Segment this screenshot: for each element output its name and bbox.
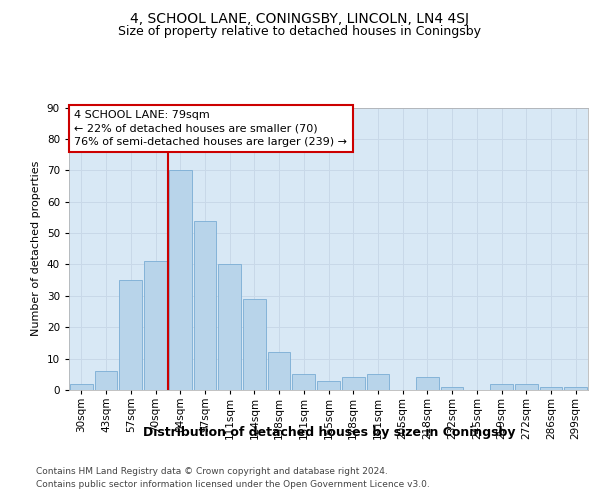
Bar [292,374,315,390]
Bar [268,352,290,390]
Bar [70,384,93,390]
Bar [416,378,439,390]
Text: Size of property relative to detached houses in Coningsby: Size of property relative to detached ho… [119,25,482,38]
Y-axis label: Number of detached properties: Number of detached properties [31,161,41,336]
Text: Contains public sector information licensed under the Open Government Licence v3: Contains public sector information licen… [36,480,430,489]
Bar [490,384,513,390]
Bar [218,264,241,390]
Bar [515,384,538,390]
Bar [194,220,216,390]
Bar [342,378,365,390]
Bar [243,299,266,390]
Text: Contains HM Land Registry data © Crown copyright and database right 2024.: Contains HM Land Registry data © Crown c… [36,467,388,476]
Bar [169,170,191,390]
Bar [119,280,142,390]
Text: Distribution of detached houses by size in Coningsby: Distribution of detached houses by size … [143,426,515,439]
Text: 4, SCHOOL LANE, CONINGSBY, LINCOLN, LN4 4SJ: 4, SCHOOL LANE, CONINGSBY, LINCOLN, LN4 … [131,12,470,26]
Bar [367,374,389,390]
Bar [539,387,562,390]
Bar [564,387,587,390]
Bar [144,262,167,390]
Bar [441,387,463,390]
Text: 4 SCHOOL LANE: 79sqm
← 22% of detached houses are smaller (70)
76% of semi-detac: 4 SCHOOL LANE: 79sqm ← 22% of detached h… [74,110,347,146]
Bar [95,371,118,390]
Bar [317,380,340,390]
